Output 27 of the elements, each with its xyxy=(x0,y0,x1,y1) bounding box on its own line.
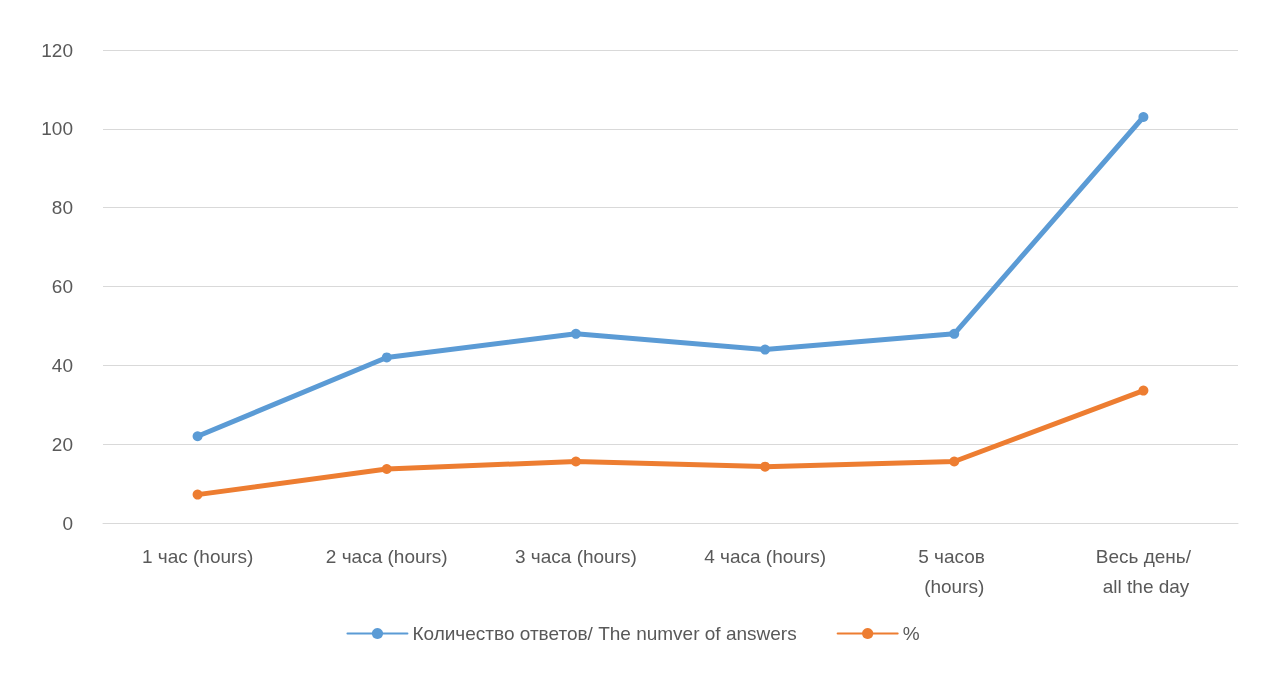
x-tick-label: 4 часа (hours) xyxy=(704,545,827,567)
y-tick-label: 20 xyxy=(51,433,73,455)
x-tick-label: 2 часа (hours) xyxy=(325,545,448,567)
point xyxy=(570,328,581,339)
y-tick-label: 0 xyxy=(62,512,73,534)
point xyxy=(381,352,392,363)
x-tick-label: 5 часов (hours) xyxy=(918,545,991,597)
y-tick-label: 120 xyxy=(41,39,73,61)
point xyxy=(1138,385,1149,396)
legend-label: % xyxy=(902,623,920,644)
y-tick-label: 60 xyxy=(51,276,73,297)
point xyxy=(192,431,203,442)
point xyxy=(760,344,771,355)
y-tick-label: 80 xyxy=(51,197,73,219)
y-tick-label: 40 xyxy=(51,354,73,376)
x-tick-label: 3 часа (hours) xyxy=(514,545,637,567)
point xyxy=(1138,112,1149,123)
y-tick-label: 100 xyxy=(41,118,73,140)
point xyxy=(760,461,771,472)
point xyxy=(192,489,203,500)
point xyxy=(949,456,960,467)
point xyxy=(949,328,960,339)
x-tick-label: Весь день/ all the day xyxy=(1095,545,1192,597)
x-tick-label: 1 час (hours) xyxy=(141,545,254,567)
legend-label: Количество ответов/ The numver of answers xyxy=(412,623,797,644)
point xyxy=(570,456,581,467)
point xyxy=(381,464,392,474)
